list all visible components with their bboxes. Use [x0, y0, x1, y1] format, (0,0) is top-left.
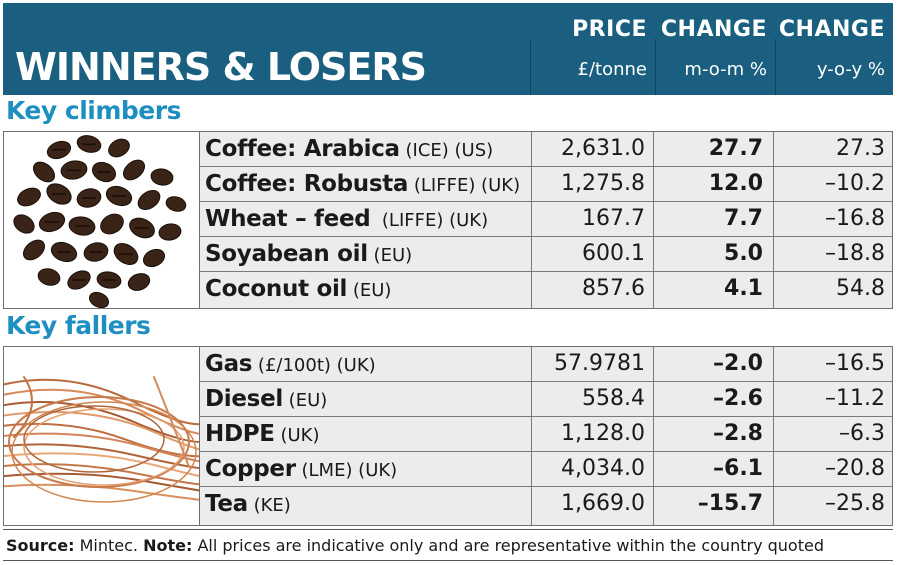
- source-note: Source: Mintec. Note: All prices are ind…: [3, 529, 893, 561]
- yoy-change-cell: 27.3: [836, 136, 885, 161]
- commodity-qualifier: (EU): [282, 390, 328, 411]
- table-row: Coffee: Robusta (LIFFE) (UK) 1,275.8 12.…: [199, 167, 893, 202]
- mom-change-cell: –15.7: [654, 487, 774, 525]
- yoy-change-cell: –20.8: [825, 456, 885, 481]
- commodity-cell: Gas (£/100t) (UK): [199, 347, 532, 381]
- price-cell: 857.6: [532, 272, 654, 308]
- mom-change-cell: 27.7: [654, 132, 774, 166]
- commodity-name: Diesel: [205, 386, 283, 412]
- climbers-table: Coffee: Arabica (ICE) (US) 2,631.0 27.7 …: [3, 131, 893, 309]
- column-heading: CHANGE: [778, 17, 885, 42]
- commodity-cell: Coffee: Arabica (ICE) (US): [199, 132, 532, 166]
- commodity-qualifier: (EU): [367, 245, 413, 266]
- yoy-change-cell: –25.8: [825, 491, 885, 516]
- commodity-name: Tea: [205, 491, 248, 517]
- price-cell: 57.9781: [532, 347, 654, 381]
- commodity-name: Copper: [205, 456, 296, 482]
- mom-change-cell: 4.1: [654, 272, 774, 308]
- commodity-cell: Coconut oil (EU): [199, 272, 532, 308]
- column-unit: m-o-m %: [684, 59, 767, 80]
- section-heading-climbers: Key climbers: [6, 96, 181, 125]
- column-heading: CHANGE: [660, 17, 767, 42]
- yoy-change-cell: –10.2: [825, 171, 885, 196]
- column-unit: £/tonne: [577, 59, 647, 80]
- table-row: Soyabean oil (EU) 600.1 5.0 –18.8: [199, 237, 893, 272]
- price-cell: 2,631.0: [532, 132, 654, 166]
- note-text: All prices are indicative only and are r…: [192, 536, 824, 555]
- commodity-cell: Soyabean oil (EU): [199, 237, 532, 271]
- column-unit: y-o-y %: [816, 59, 885, 80]
- table-row: Tea (KE) 1,669.0 –15.7 –25.8: [199, 487, 893, 525]
- section-heading-fallers: Key fallers: [6, 311, 151, 340]
- table-row: Wheat – feed (LIFFE) (UK) 167.7 7.7 –16.…: [199, 202, 893, 237]
- copper-wire-illustration: [4, 376, 199, 503]
- column-header-price: PRICE £/tonne: [530, 3, 655, 95]
- commodity-qualifier: (EU): [347, 280, 392, 301]
- header-divider: [530, 39, 531, 95]
- mom-change-cell: –2.8: [654, 417, 774, 451]
- yoy-change-cell: –18.8: [825, 241, 885, 266]
- coffee-beans-image: [4, 132, 200, 308]
- commodity-qualifier: (£/100t) (UK): [252, 355, 376, 376]
- copper-wire-image: [4, 347, 200, 525]
- yoy-change-cell: 54.8: [836, 276, 885, 301]
- table-row: Copper (LME) (UK) 4,034.0 –6.1 –20.8: [199, 452, 893, 487]
- coffee-beans-illustration: [13, 135, 187, 308]
- commodity-name: Coconut oil: [205, 276, 348, 302]
- commodity-qualifier: (LIFFE) (UK): [408, 175, 521, 196]
- fallers-table: Gas (£/100t) (UK) 57.9781 –2.0 –16.5 Die…: [3, 346, 893, 526]
- column-header-change-mom: CHANGE m-o-m %: [655, 3, 775, 95]
- yoy-change-cell: –16.8: [825, 206, 885, 231]
- source-text: Mintec.: [74, 536, 144, 555]
- table-row: Coconut oil (EU) 857.6 4.1 54.8: [199, 272, 893, 308]
- mom-change-cell: 12.0: [654, 167, 774, 201]
- commodity-name: Gas: [205, 351, 253, 377]
- yoy-change-cell: –16.5: [825, 351, 885, 376]
- commodity-name: Wheat – feed: [205, 206, 371, 232]
- commodity-name: Soyabean oil: [205, 241, 368, 267]
- table-row: Diesel (EU) 558.4 –2.6 –11.2: [199, 382, 893, 417]
- mom-change-cell: –2.0: [654, 347, 774, 381]
- page-title: WINNERS & LOSERS: [15, 45, 427, 89]
- yoy-change-cell: –6.3: [839, 421, 885, 446]
- header-divider: [655, 39, 656, 95]
- commodity-name: HDPE: [205, 421, 275, 447]
- price-cell: 1,669.0: [532, 487, 654, 525]
- commodity-qualifier: (ICE) (US): [399, 140, 494, 161]
- commodity-name: Coffee: Arabica: [205, 136, 400, 162]
- commodity-cell: Tea (KE): [199, 487, 532, 525]
- yoy-change-cell: –11.2: [825, 386, 885, 411]
- column-heading: PRICE: [572, 17, 647, 42]
- table-row: Coffee: Arabica (ICE) (US) 2,631.0 27.7 …: [199, 132, 893, 167]
- source-label: Source:: [6, 536, 75, 555]
- commodity-qualifier: (UK): [274, 425, 320, 446]
- commodity-qualifier: (KE): [247, 495, 291, 516]
- price-cell: 600.1: [532, 237, 654, 271]
- note-label: Note:: [143, 536, 193, 555]
- price-cell: 1,275.8: [532, 167, 654, 201]
- mom-change-cell: –6.1: [654, 452, 774, 486]
- column-header-change-yoy: CHANGE y-o-y %: [775, 3, 893, 95]
- price-cell: 1,128.0: [532, 417, 654, 451]
- commodity-cell: HDPE (UK): [199, 417, 532, 451]
- mom-change-cell: –2.6: [654, 382, 774, 416]
- commodity-qualifier: (LME) (UK): [295, 460, 398, 481]
- commodity-cell: Wheat – feed (LIFFE) (UK): [199, 202, 532, 236]
- commodity-qualifier: (LIFFE) (UK): [370, 210, 489, 231]
- table-row: HDPE (UK) 1,128.0 –2.8 –6.3: [199, 417, 893, 452]
- price-cell: 558.4: [532, 382, 654, 416]
- mom-change-cell: 7.7: [654, 202, 774, 236]
- price-cell: 167.7: [532, 202, 654, 236]
- table-header: WINNERS & LOSERS PRICE £/tonne CHANGE m-…: [3, 3, 893, 95]
- mom-change-cell: 5.0: [654, 237, 774, 271]
- commodity-cell: Coffee: Robusta (LIFFE) (UK): [199, 167, 532, 201]
- commodity-name: Coffee: Robusta: [205, 171, 409, 197]
- commodity-cell: Diesel (EU): [199, 382, 532, 416]
- commodity-cell: Copper (LME) (UK): [199, 452, 532, 486]
- header-divider: [775, 39, 776, 95]
- price-cell: 4,034.0: [532, 452, 654, 486]
- table-row: Gas (£/100t) (UK) 57.9781 –2.0 –16.5: [199, 347, 893, 382]
